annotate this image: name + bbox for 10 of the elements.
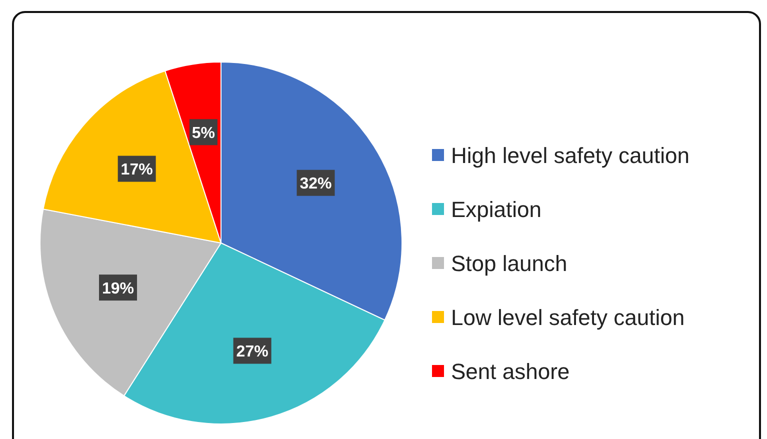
data-label: 17% xyxy=(120,162,153,179)
data-label: 32% xyxy=(300,176,332,193)
legend-label: High level safety caution xyxy=(451,142,690,168)
legend-label: Expiation xyxy=(451,196,542,222)
data-label: 27% xyxy=(236,344,268,361)
data-label: 19% xyxy=(102,280,134,298)
legend-label: Stop launch xyxy=(451,250,568,276)
legend-label: Low level safety caution xyxy=(451,304,685,330)
legend-label: Sent ashore xyxy=(451,358,570,384)
data-label: 5% xyxy=(192,124,216,142)
